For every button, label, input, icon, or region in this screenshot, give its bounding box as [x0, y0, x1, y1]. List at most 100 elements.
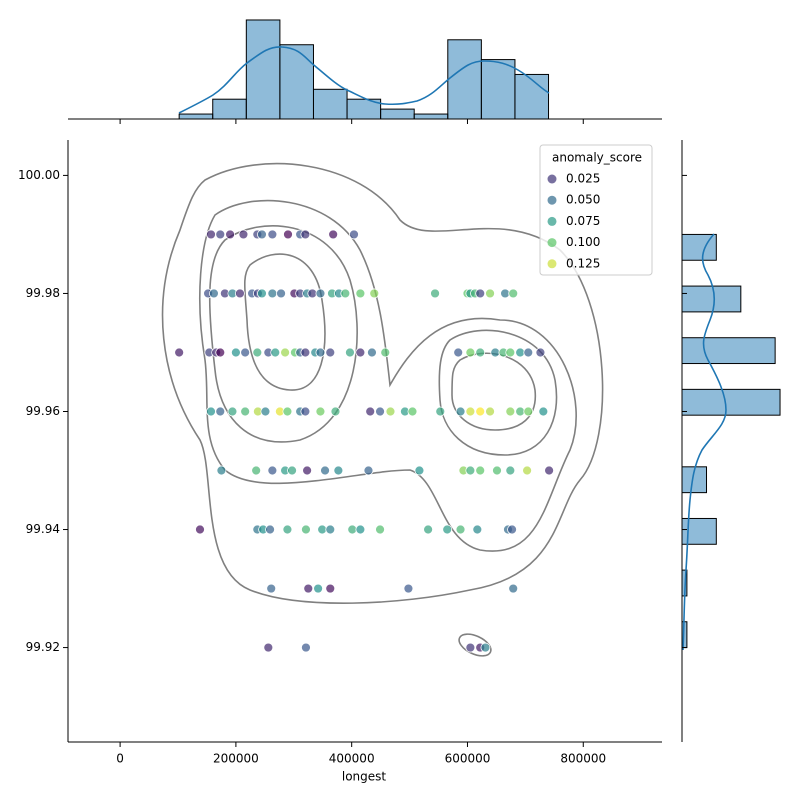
point	[216, 465, 227, 476]
point	[475, 465, 486, 476]
point	[367, 347, 377, 358]
point	[480, 642, 491, 653]
y-tick-label: 100.00	[18, 168, 60, 182]
point	[385, 406, 396, 417]
point	[455, 406, 466, 417]
y-tick-label: 99.98	[26, 286, 60, 300]
histogram-bar	[312, 88, 348, 120]
point	[325, 524, 336, 535]
point	[238, 229, 249, 240]
x-tick-label: 0	[116, 752, 124, 766]
point	[465, 406, 476, 417]
point	[206, 229, 216, 240]
histogram-bar	[681, 388, 781, 416]
point	[507, 524, 517, 535]
histogram-bar	[480, 59, 516, 120]
point	[230, 347, 241, 358]
point	[267, 288, 278, 299]
point	[403, 583, 414, 594]
legend-title: anomaly_score	[552, 151, 642, 165]
point	[465, 347, 476, 358]
point	[307, 288, 318, 299]
point	[266, 583, 277, 594]
point	[300, 406, 311, 417]
point	[475, 288, 486, 299]
point	[340, 288, 351, 299]
point	[282, 524, 293, 535]
legend-label: 0.100	[566, 235, 600, 249]
point	[215, 347, 226, 358]
legend-label: 0.050	[566, 193, 600, 207]
histogram-bar	[380, 108, 415, 120]
point	[251, 465, 262, 476]
point	[282, 406, 293, 417]
point	[330, 406, 341, 417]
x-tick-label: 200000	[213, 752, 259, 766]
legend-marker	[547, 174, 557, 184]
point	[240, 347, 251, 358]
point	[252, 347, 263, 358]
point	[490, 347, 501, 358]
histograms	[178, 19, 781, 649]
point	[515, 406, 526, 417]
point	[535, 347, 546, 358]
histogram-bar	[212, 98, 247, 120]
histogram-bar	[514, 73, 550, 120]
point	[325, 583, 336, 594]
point	[270, 347, 281, 358]
point	[301, 642, 311, 653]
point	[407, 406, 418, 417]
point	[492, 465, 502, 476]
point	[508, 583, 519, 594]
point	[225, 229, 236, 240]
point	[380, 347, 391, 358]
point	[215, 229, 226, 240]
point	[453, 347, 464, 358]
legend-marker	[547, 195, 557, 205]
point	[300, 347, 311, 358]
contour	[199, 199, 577, 552]
legend: anomaly_score 0.025 0.050 0.075 0.100 0.125	[539, 144, 653, 276]
legend-box	[539, 144, 653, 276]
x-tick-label: 600000	[445, 752, 491, 766]
legend-marker	[547, 259, 557, 269]
point	[423, 524, 434, 535]
x-axis-title: longest	[342, 770, 387, 784]
point	[215, 406, 226, 417]
point	[302, 465, 313, 476]
point	[315, 288, 326, 299]
legend-label: 0.025	[566, 172, 600, 186]
point	[301, 524, 311, 535]
contour	[451, 352, 537, 431]
histogram-bar	[681, 285, 742, 313]
point	[500, 288, 511, 299]
density-contours	[161, 162, 604, 657]
legend-label: 0.125	[566, 256, 600, 270]
histogram-bar	[245, 19, 281, 120]
point	[465, 465, 476, 476]
point	[267, 229, 278, 240]
point	[265, 524, 275, 535]
point	[485, 288, 495, 299]
point	[369, 288, 380, 299]
point	[276, 288, 286, 299]
x-tick-label: 800000	[560, 752, 606, 766]
point	[475, 347, 486, 358]
point	[328, 229, 339, 240]
histogram-bar	[681, 337, 776, 365]
point	[267, 465, 278, 476]
histogram-bar	[447, 39, 482, 120]
point	[174, 347, 185, 358]
point	[227, 406, 238, 417]
point	[313, 583, 324, 594]
point	[544, 465, 555, 476]
point	[522, 465, 533, 476]
point	[240, 406, 251, 417]
point	[333, 465, 344, 476]
point	[347, 524, 358, 535]
point	[435, 406, 446, 417]
x-tick-label: 400000	[329, 752, 375, 766]
point	[485, 406, 495, 417]
y-tick-label: 99.96	[26, 404, 60, 418]
